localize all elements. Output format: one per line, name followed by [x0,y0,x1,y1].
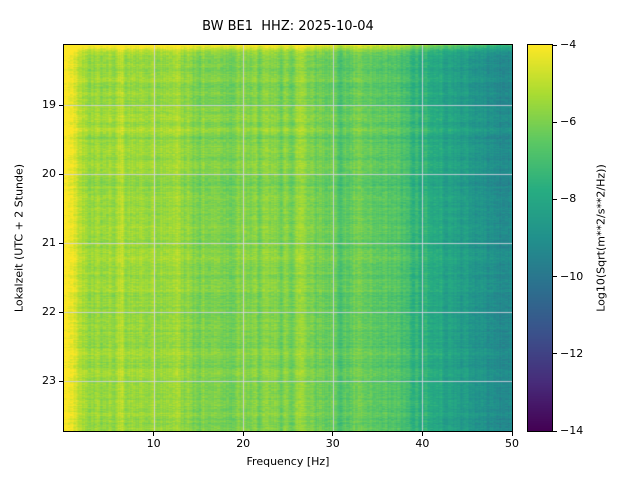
x-tick-label: 30 [325,437,340,450]
colorbar-tick-label: −4 [560,38,577,51]
colorbar-tick-label: −12 [560,346,584,360]
x-tick-mark [332,432,334,436]
colorbar-tick-mark [553,121,557,123]
x-tick-mark [242,432,244,436]
x-tick-label: 20 [236,437,251,450]
colorbar-tick-mark [553,353,557,355]
y-tick-label: 23 [42,374,56,388]
y-tick-mark [59,173,63,175]
heatmap-canvas [63,44,513,432]
y-tick-mark [59,311,63,313]
y-tick-label: 22 [42,305,56,319]
y-tick-mark [59,380,63,382]
x-tick-mark [153,432,155,436]
y-tick-mark [59,242,63,244]
colorbar-tick-label: −6 [560,115,577,129]
y-axis-label: Lokalzeit (UTC + 2 Stunde) [12,163,26,313]
y-tick-label: 20 [42,167,56,181]
x-tick-label: 10 [146,437,161,450]
x-tick-label: 40 [415,437,430,450]
colorbar-tick-mark [553,276,557,278]
colorbar-tick-label: −10 [560,269,584,283]
y-tick-label: 21 [42,236,56,250]
colorbar-tick-label: −14 [560,424,584,437]
x-tick-label: 50 [505,437,519,450]
x-tick-mark [511,432,513,436]
y-tick-mark [59,104,63,106]
colorbar-tick-mark [553,430,557,432]
x-axis-label: Frequency [Hz] [246,455,330,468]
x-tick-mark [421,432,423,436]
colorbar-tick-mark [553,198,557,200]
y-tick-label: 19 [42,98,56,112]
colorbar-canvas [527,44,553,432]
colorbar-label: Log10(Sqrt(m**2/s**2/Hz)) [594,164,608,312]
chart-title: BW BE1 HHZ: 2025-10-04 [202,19,374,34]
colorbar-tick-label: −8 [560,192,577,206]
colorbar-tick-mark [553,44,557,46]
